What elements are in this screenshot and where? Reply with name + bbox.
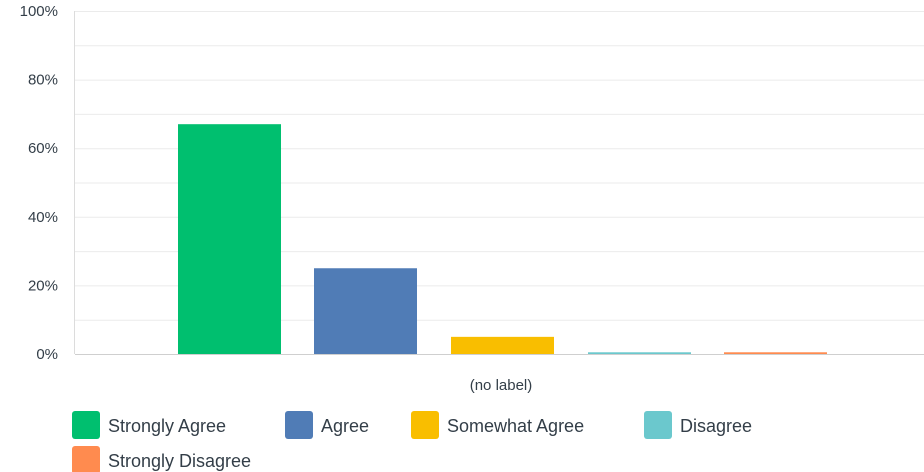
legend-swatch bbox=[644, 411, 672, 439]
bar-somewhat-agree bbox=[451, 336, 554, 354]
y-tick-label: 0% bbox=[36, 346, 58, 363]
bar-strongly-disagree bbox=[724, 352, 827, 354]
legend-label: Somewhat Agree bbox=[447, 416, 584, 436]
y-tick-label: 60% bbox=[28, 140, 58, 157]
legend-label: Strongly Disagree bbox=[108, 451, 251, 471]
legend-label: Disagree bbox=[680, 416, 752, 436]
x-category-label: (no label) bbox=[470, 377, 533, 394]
legend-label: Agree bbox=[321, 416, 369, 436]
y-tick-label: 80% bbox=[28, 72, 58, 89]
y-tick-label: 40% bbox=[28, 209, 58, 226]
legend-swatch bbox=[72, 446, 100, 472]
y-tick-label: 100% bbox=[20, 3, 58, 20]
bar-strongly-agree bbox=[178, 124, 281, 354]
legend-swatch bbox=[72, 411, 100, 439]
legend-label: Strongly Agree bbox=[108, 416, 226, 436]
bar-disagree bbox=[588, 352, 691, 354]
legend-swatch bbox=[411, 411, 439, 439]
legend: Strongly Agree Agree Somewhat Agree Disagre… bbox=[72, 411, 752, 472]
legend-swatch bbox=[285, 411, 313, 439]
y-tick-label: 20% bbox=[28, 277, 58, 294]
bar-agree bbox=[314, 268, 417, 354]
